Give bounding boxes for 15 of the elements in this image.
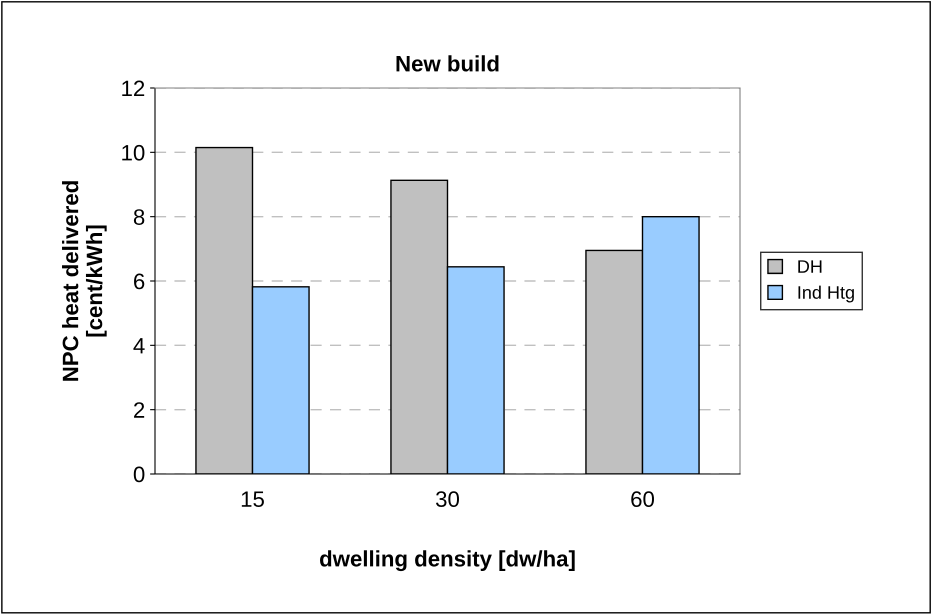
y-tick-label: 2 [134, 402, 144, 418]
x-tick-label: 60 [631, 491, 654, 507]
chart-title: New build [396, 55, 499, 72]
y-tick-label: 10 [122, 144, 144, 161]
y-tick-label: 8 [134, 209, 144, 225]
y-axis-title: NPC heat delivered [cent/kWh] [62, 181, 107, 381]
y-tick-label: 6 [134, 274, 144, 290]
y-tick-label: 12 [122, 80, 144, 96]
legend-label: DH [798, 260, 822, 273]
y-tick-label: 0 [134, 466, 144, 482]
x-axis-title: dwelling density [dw/ha] [320, 550, 575, 572]
x-tick-label: 30 [436, 491, 459, 507]
x-tick-label: 15 [242, 491, 264, 507]
legend-label: Ind Htg [798, 286, 854, 302]
y-tick-label: 4 [133, 338, 145, 354]
